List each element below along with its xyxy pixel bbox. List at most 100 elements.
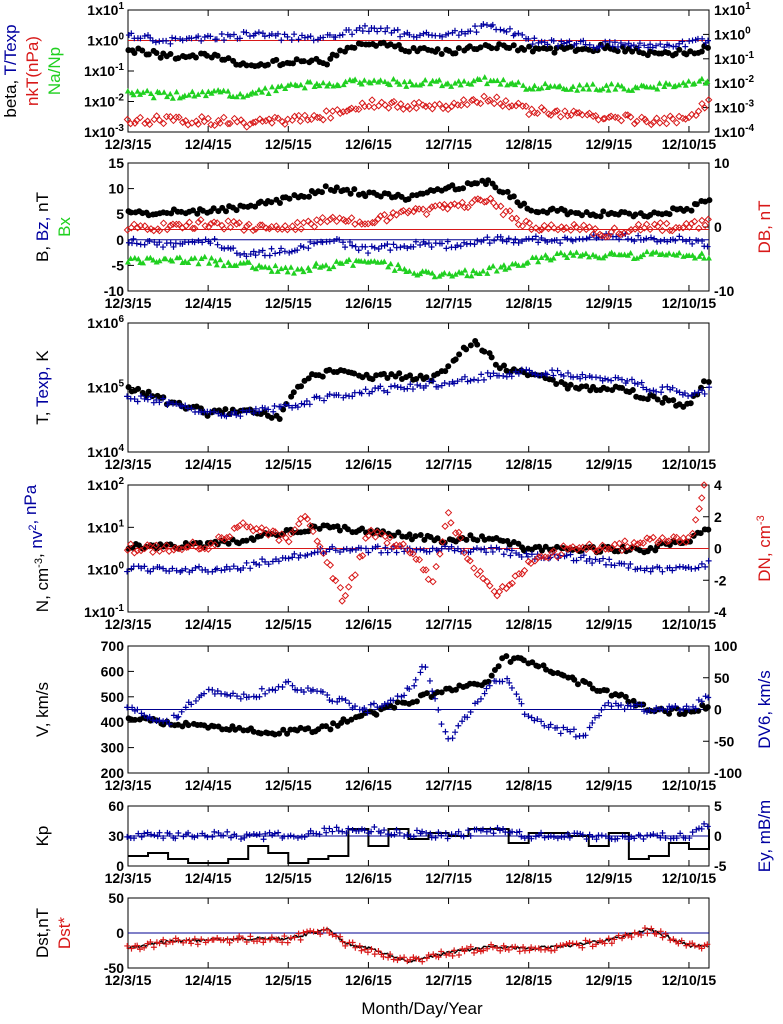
series-V-DV6-point xyxy=(361,705,368,712)
series-N-nv2-point xyxy=(470,546,477,553)
series-N-N-point xyxy=(539,547,546,554)
series-B-Bz-point xyxy=(151,239,158,246)
series-beta-nkTnPa-point xyxy=(412,104,421,112)
series-T-Texp-point xyxy=(681,390,688,397)
x-tick-label-B: 12/7/15 xyxy=(425,295,472,311)
series-B-Bx-point xyxy=(663,251,670,258)
series-N-nv2-point xyxy=(669,567,676,574)
series-B-B-point xyxy=(347,190,354,197)
series-beta-TTexp-point xyxy=(179,37,186,44)
series-N-DN-point xyxy=(351,571,359,579)
series-V-DV6-point xyxy=(412,676,419,683)
series-beta-NaNp-point xyxy=(282,85,289,92)
series-V-V-point xyxy=(185,722,192,729)
series-Dst-Dst-point xyxy=(659,934,666,941)
series-beta-TTexp-point xyxy=(614,43,621,50)
series-beta-nkTnPa-point xyxy=(652,114,661,122)
series-T-Texp-point xyxy=(271,403,278,410)
series-N-DN-point xyxy=(455,528,463,537)
series-beta-nkTnPa-point xyxy=(390,97,398,106)
series-N-DN-point xyxy=(371,533,380,541)
series-beta-NaNp-point xyxy=(233,93,240,100)
series-V-DV6-point xyxy=(698,698,705,705)
series-beta-beta-point xyxy=(521,46,528,53)
series-Dst-Dst-point xyxy=(582,937,589,944)
series-T-T-point xyxy=(380,370,387,377)
series-B-Bz-point xyxy=(422,241,429,248)
series-beta-NaNp-point xyxy=(406,78,413,84)
series-T-T-point xyxy=(463,346,470,353)
series-V-DV6-point xyxy=(664,706,671,713)
series-B-Bx-point xyxy=(294,266,301,272)
series-Kp-Ey-point xyxy=(662,834,669,841)
series-T-Texp-point xyxy=(478,371,485,378)
series-beta-nkTnPa-point xyxy=(569,107,578,115)
series-N-N-point xyxy=(374,527,381,534)
series-Kp-Ey-point xyxy=(335,827,342,834)
series-V-DV6-point xyxy=(182,704,189,711)
series-beta-TTexp-point xyxy=(218,30,225,37)
series-N-nv2-point xyxy=(304,551,311,558)
series-B-Bx-point xyxy=(659,250,666,257)
series-B-Bx-point xyxy=(274,268,281,274)
series-beta-NaNp-point xyxy=(422,76,429,83)
series-N-DN-point xyxy=(399,540,407,548)
series-Kp-Ey-point xyxy=(547,833,554,840)
series-B-Bx-point xyxy=(640,251,647,258)
series-N-DN-point xyxy=(601,545,610,553)
series-Dst-Dst-point xyxy=(605,935,612,942)
series-beta-TTexp-point xyxy=(647,41,654,48)
series-beta-TTexp-point xyxy=(243,29,250,36)
series-T-T-point xyxy=(583,383,590,390)
series-V-DV6-point xyxy=(129,704,136,711)
series-B-DB-point xyxy=(698,216,706,225)
y-axis-title-Dst: Dst,nT xyxy=(33,908,52,958)
series-T-T-point xyxy=(553,381,560,388)
series-V-DV6-point xyxy=(589,719,596,726)
series-N-DN-point xyxy=(663,537,671,546)
series-Kp-Ey-point xyxy=(427,830,434,837)
series-Dst-Dst-point xyxy=(576,942,583,949)
series-B-B-point xyxy=(333,184,340,191)
series-beta-NaNp-point xyxy=(255,86,262,93)
series-beta-TTexp-point xyxy=(252,30,259,37)
series-T-Texp-point xyxy=(362,386,369,393)
series-beta-nkTnPa-point xyxy=(553,107,561,115)
series-B-DB-point xyxy=(224,217,232,225)
series-N-nv2-point xyxy=(625,564,632,571)
series-N-DN-point xyxy=(615,539,623,548)
series-B-Bz-point xyxy=(486,240,493,247)
series-Kp-Ey-point xyxy=(144,829,151,836)
series-B-Bz-point xyxy=(557,240,564,247)
series-N-nv2-point xyxy=(702,563,709,570)
series-N-nv2-point xyxy=(567,551,574,558)
series-T-Texp-point xyxy=(454,378,461,385)
series-Kp-Ey-point xyxy=(614,835,621,842)
series-T-Texp-point xyxy=(608,377,615,384)
series-B-Bz-point xyxy=(311,240,318,247)
series-V-DV6-point xyxy=(615,702,622,709)
series-Kp-Ey-point xyxy=(622,833,629,840)
series-beta-NaNp-point xyxy=(367,79,374,86)
series-V-V-point xyxy=(132,716,139,723)
series-N-nv2-point xyxy=(320,550,327,557)
series-Kp-Ey-point xyxy=(185,829,192,836)
series-B-DB-point xyxy=(695,224,703,232)
series-V-V-point xyxy=(485,678,492,685)
series-V-DV6-point xyxy=(163,717,170,724)
series-beta-NaNp-point xyxy=(307,79,314,85)
series-N-nv2-point xyxy=(378,549,385,556)
series-B-DB-point xyxy=(607,228,615,236)
series-B-B-point xyxy=(233,207,240,214)
series-beta-TTexp-point xyxy=(611,39,618,46)
series-B-Bx-point xyxy=(505,264,512,271)
series-V-DV6-point xyxy=(508,684,515,691)
series-B-Bx-point xyxy=(323,262,330,268)
y2-axis-title-N: DN, cm-3 xyxy=(755,515,774,581)
series-N-DN-point xyxy=(698,494,706,502)
series-beta-TTexp-point xyxy=(141,32,148,39)
series-Dst-Dst-point xyxy=(698,945,705,952)
series-B-Bz-point xyxy=(532,233,539,240)
series-N-DN-point xyxy=(447,519,455,527)
series-B-Bx-point xyxy=(464,272,471,279)
